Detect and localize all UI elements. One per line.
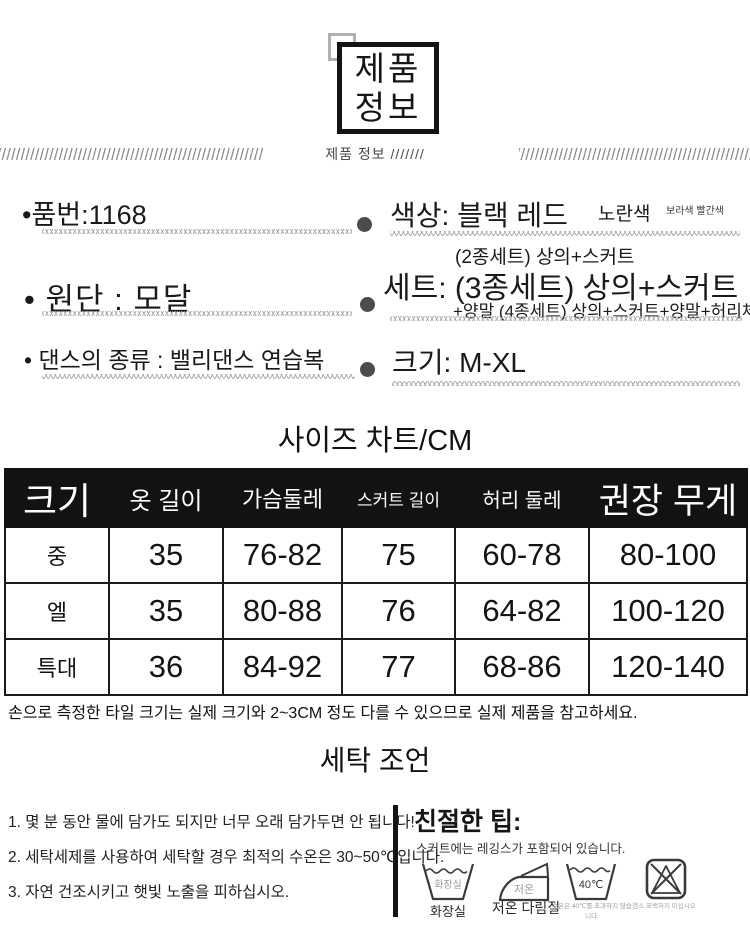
washing-step: 1. 몇 분 동안 물에 담가도 되지만 너무 오래 담가두면 안 됩니다!	[8, 814, 415, 831]
col-header-size: 크기	[4, 468, 110, 528]
spec-color-alt-purple-red: 보라색 빨간색	[666, 206, 724, 217]
title-line-2: 정보	[354, 89, 422, 126]
col-header-clothes-length: 옷 길이	[108, 468, 224, 528]
cell: 77	[341, 638, 456, 696]
size-chart-title: 사이즈 차트/CM	[277, 425, 473, 457]
no-bleach-icon	[644, 856, 688, 902]
spec-set-3pc: 세트: (3종세트) 상의+스커트	[383, 272, 739, 305]
bullet-dot-icon	[357, 217, 372, 232]
spec-dance-type: • 댄스의 종류 : 밸리댄스 연습복	[24, 347, 325, 373]
washing-step: 3. 자연 건조시키고 햇빛 노출을 피하십시오.	[8, 884, 290, 901]
cell: 80-88	[222, 582, 343, 640]
cell: 35	[108, 526, 224, 584]
cell: 100-120	[588, 582, 748, 640]
size-chart-table: 크기 옷 길이 가슴둘레 스커트 길이 허리 둘레 권장 무게 중 35 76-…	[4, 468, 748, 696]
icon-label: 화장실	[430, 904, 466, 919]
hand-wash-basin-icon: 화장실	[420, 858, 476, 904]
cell: 35	[108, 582, 224, 640]
washing-step: 2. 세탁세제를 사용하여 세탁할 경우 최적의 수온은 30~50℃입니다.	[8, 849, 445, 866]
squiggle-underline	[390, 316, 742, 321]
spec-color-alt-yellow: 노란색	[598, 204, 651, 225]
cell: 중	[4, 526, 110, 584]
cell: 76-82	[222, 526, 343, 584]
cell: 84-92	[222, 638, 343, 696]
icon-inner-text: 화장실	[434, 880, 462, 891]
cell: 36	[108, 638, 224, 696]
spec-color-main: 색상: 블랙 레드	[390, 200, 568, 231]
col-header-waist: 허리 둘레	[454, 468, 590, 528]
spec-set-2pc: (2종세트) 상의+스커트	[455, 247, 635, 268]
table-row: 특대 36 84-92 77 68-86 120-140	[4, 638, 748, 696]
bullet-dot-icon	[360, 297, 375, 312]
squiggle-underline	[42, 311, 352, 316]
product-info-title-box: 제품 정보	[337, 42, 439, 134]
wash-40c-basin-icon: 40℃	[564, 858, 618, 904]
col-header-chest: 가슴둘레	[222, 468, 343, 528]
icon-inner-text: 저온	[513, 884, 535, 896]
iron-low-temp-icon: 저온	[496, 860, 552, 904]
bullet-dot-icon	[360, 362, 375, 377]
tips-accent-bar	[393, 805, 398, 917]
hatch-divider-right	[519, 148, 750, 160]
cell: 68-86	[454, 638, 590, 696]
cell: 75	[341, 526, 456, 584]
washing-advice-title: 세탁 조언	[319, 745, 431, 776]
squiggle-underline	[42, 229, 352, 234]
cell: 76	[341, 582, 456, 640]
squiggle-underline	[390, 231, 740, 236]
size-chart-note: 손으로 측정한 타일 크기는 실제 크기와 2~3CM 정도 다를 수 있으므로…	[8, 705, 638, 722]
cell: 60-78	[454, 526, 590, 584]
col-header-skirt-length: 스커트 길이	[341, 468, 456, 528]
tips-title: 친절한 팁:	[414, 808, 522, 836]
cell: 120-140	[588, 638, 748, 696]
icon-label: 저온 다림질	[491, 900, 561, 916]
cell: 64-82	[454, 582, 590, 640]
spec-item-number: •품번:1168	[22, 200, 147, 230]
squiggle-underline	[392, 381, 740, 386]
icon-label: 염소 표백하지 마십시오	[632, 903, 696, 910]
icon-inner-text: 40℃	[578, 879, 604, 891]
divider-label: 제품 정보 ///////	[325, 146, 425, 162]
title-line-1: 제품	[354, 50, 422, 87]
hatch-divider-left	[0, 148, 263, 160]
cell: 80-100	[588, 526, 748, 584]
cell: 엘	[4, 582, 110, 640]
squiggle-underline	[42, 374, 355, 379]
icon-label: 수온은 40℃를 초과하지 않습니다.	[552, 903, 632, 920]
table-row: 중 35 76-82 75 60-78 80-100	[4, 526, 748, 584]
cell: 특대	[4, 638, 110, 696]
col-header-weight: 권장 무게	[588, 468, 748, 528]
spec-size-range: 크기: M-XL	[392, 347, 526, 378]
table-header-row: 크기 옷 길이 가슴둘레 스커트 길이 허리 둘레 권장 무게	[4, 468, 748, 528]
tips-text: 스커트에는 레깅스가 포함되어 있습니다.	[416, 842, 626, 856]
table-row: 엘 35 80-88 76 64-82 100-120	[4, 582, 748, 640]
